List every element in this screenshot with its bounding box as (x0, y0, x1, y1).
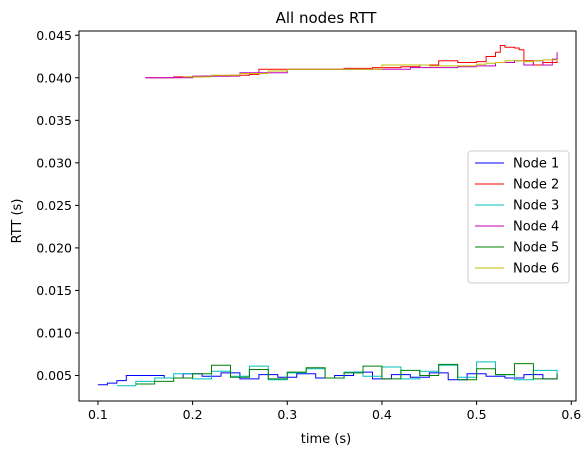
x-tick-label: 0.3 (277, 407, 297, 422)
y-tick-label: 0.010 (36, 325, 72, 340)
x-tick-label: 0.2 (183, 407, 203, 422)
y-tick-label: 0.005 (36, 368, 72, 383)
x-tick-label: 0.4 (372, 407, 392, 422)
y-tick-label: 0.045 (36, 28, 72, 43)
y-axis-label: RTT (s) (10, 199, 25, 244)
y-tick-label: 0.030 (36, 155, 72, 170)
y-tick-label: 0.040 (36, 70, 72, 85)
legend: Node 1 Node 2 Node 3 Node 4 Node 5 Node 6 (467, 150, 570, 284)
series-line-node-2 (145, 45, 558, 79)
x-tick-label: 0.6 (561, 407, 581, 422)
legend-entry-label: Node 4 (513, 220, 559, 235)
plot-area (97, 45, 558, 387)
legend-entry-label: Node 6 (513, 262, 559, 277)
series-line-node-5 (135, 363, 558, 385)
x-tick-label: 0.5 (467, 407, 487, 422)
legend-entry-label: Node 1 (513, 157, 559, 172)
chart-title: All nodes RTT (276, 9, 378, 27)
plot-frame (78, 30, 577, 402)
x-axis: 0.1 0.2 0.3 0.4 0.5 0.6 (88, 401, 581, 422)
x-axis-label: time (s) (301, 432, 351, 447)
legend-entry-label: Node 3 (513, 199, 559, 214)
y-tick-label: 0.035 (36, 113, 72, 128)
x-tick-label: 0.1 (88, 407, 108, 422)
legend-entry-label: Node 5 (513, 241, 559, 256)
y-tick-label: 0.020 (36, 240, 72, 255)
y-tick-label: 0.025 (36, 198, 72, 213)
y-axis: 0.005 0.010 0.015 0.020 0.025 0.030 0.035 0.040… (36, 28, 79, 383)
legend-entry-label: Node 2 (513, 178, 559, 193)
series-line-node-6 (183, 59, 558, 78)
y-tick-label: 0.015 (36, 283, 72, 298)
